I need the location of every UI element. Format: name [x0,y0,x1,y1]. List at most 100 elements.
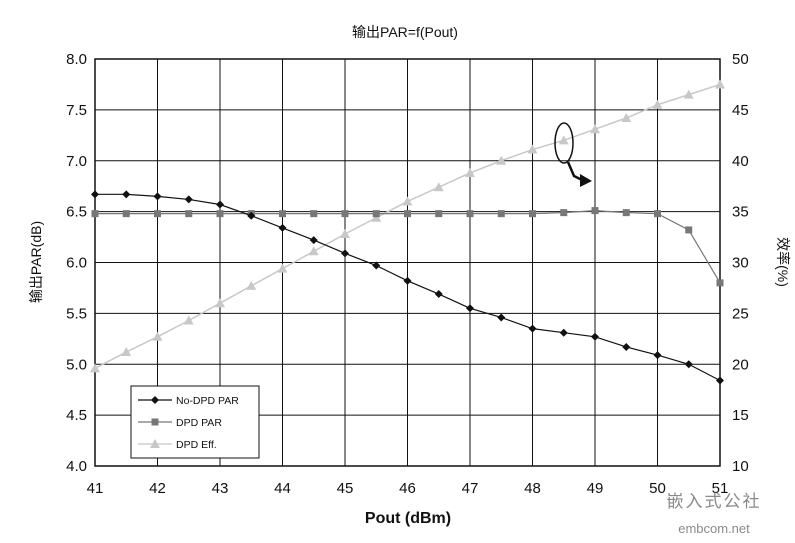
data-point [621,113,632,123]
data-point [152,331,163,341]
y2-tick-label: 35 [732,204,749,221]
x-tick-label: 41 [87,480,104,497]
data-point [216,200,224,209]
x-tick-label: 50 [649,480,666,497]
data-point [716,376,724,385]
data-point [434,290,443,299]
legend-marker [150,439,160,448]
y2-tick-label: 20 [732,356,749,373]
data-point [404,210,411,218]
y-tick-label: 6.5 [66,204,87,221]
x-tick-label: 49 [587,480,604,497]
data-point [497,210,505,218]
data-point [279,210,286,218]
data-point [122,210,130,218]
data-point [527,144,538,154]
annotation-arrow-head [580,174,592,187]
y-tick-label: 4.5 [66,407,87,424]
x-tick-label: 45 [337,480,354,497]
data-point [465,167,475,177]
y2-tick-label: 50 [732,51,749,68]
watermark-line1: 嵌入式公社 [667,492,762,511]
legend-item: No-DPD PAR [138,395,239,407]
y-tick-label: 7.5 [66,102,87,119]
data-point [591,207,599,215]
watermark-line2: embcom.net [678,521,750,536]
data-point [216,210,224,218]
data-point [653,351,662,360]
data-point [246,280,257,290]
x-tick-label: 47 [462,480,479,497]
data-point [466,210,474,218]
legend-item: DPD PAR [138,417,222,429]
data-point [590,124,600,134]
y-axis-ticks: 4.0 4.5 5.0 5.5 6.0 6.5 7.0 7.5 8.0 [66,51,87,475]
x-tick-label: 43 [212,480,229,497]
legend-label: DPD Eff. [176,439,217,451]
data-point [528,324,537,333]
data-point [341,249,349,258]
data-point [496,155,507,165]
data-point [121,347,132,357]
y-tick-label: 8.0 [66,51,87,68]
data-point [715,79,725,89]
watermark: 嵌入式公社 embcom.net [667,492,762,536]
x-tick-label: 48 [524,480,541,497]
y2-tick-label: 10 [732,458,749,475]
data-point [529,210,536,218]
y-tick-label: 5.5 [66,305,87,322]
data-point [247,211,256,220]
data-point [683,89,694,99]
data-point [435,210,443,218]
data-point [183,315,194,325]
plot-area-border [94,58,721,467]
y2-axis-label: 效率(%) [775,237,791,287]
y2-tick-label: 45 [732,102,749,119]
data-point [90,363,100,373]
data-point [215,298,225,308]
data-point [591,332,599,341]
data-point [402,196,413,206]
data-point [716,279,724,287]
data-point [466,304,474,313]
annotation-arrow-line [566,161,583,182]
data-point [622,209,630,217]
data-point [309,236,318,245]
chart-title: 输出PAR=f(Pout) [352,24,458,40]
data-point [91,190,99,199]
x-tick-label: 42 [149,480,166,497]
series-dpd-eff [90,79,725,373]
data-point [372,261,381,270]
legend: No-DPD PAR DPD PAR DPD Eff. [130,385,260,459]
data-point [559,328,568,337]
data-point [308,246,319,256]
y2-axis-ticks: 10 15 20 25 30 35 40 45 50 [732,51,749,475]
x-axis-ticks: 41 42 43 44 45 46 47 48 49 50 51 [87,480,729,497]
data-point [185,210,193,218]
data-point [278,223,287,232]
data-point [372,210,380,218]
legend-marker [151,396,159,404]
data-point [560,209,568,217]
y2-tick-label: 15 [732,407,749,424]
data-point [685,226,693,234]
x-axis-label: Pout (dBm) [365,510,451,527]
data-point [340,229,350,239]
y-tick-label: 6.0 [66,255,87,272]
series-dpd-par [91,207,724,287]
y2-tick-label: 40 [732,153,749,170]
data-point [684,360,693,369]
legend-label: No-DPD PAR [176,395,239,407]
y-tick-label: 4.0 [66,458,87,475]
legend-marker [151,418,159,426]
data-point [371,212,382,222]
data-point [403,276,412,285]
data-point [153,192,162,201]
x-tick-label: 51 [712,480,729,497]
y2-tick-label: 30 [732,255,749,272]
data-point [497,313,506,322]
data-point [184,195,193,204]
series-no-dpd-par [91,190,724,385]
